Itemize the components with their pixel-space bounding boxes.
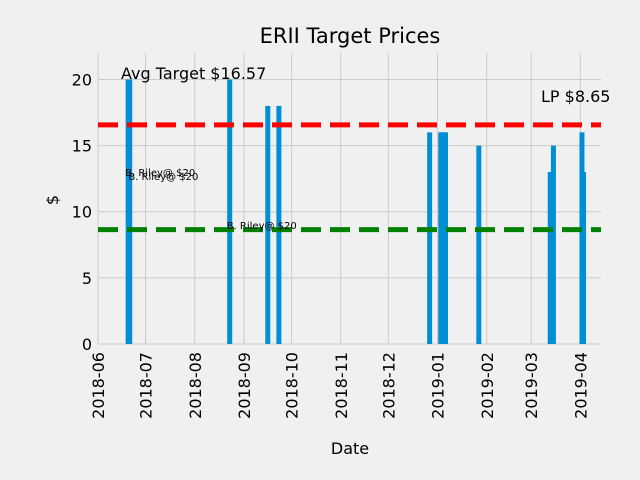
y-axis-ticks: 0 5 10 15 20 [72, 70, 92, 354]
avg-target-label: Avg Target $16.57 [121, 64, 266, 83]
x-tick-label: 2019-03 [522, 352, 541, 419]
price-target-bar [476, 145, 482, 344]
reference-lines: Avg Target $16.57 LP $8.65 [98, 64, 610, 233]
price-target-bar [276, 105, 282, 344]
y-tick-label: 0 [82, 335, 92, 354]
price-target-bar [442, 132, 448, 344]
bar-annotation: B. Riley@ $20 [128, 172, 198, 183]
y-tick-label: 20 [72, 70, 92, 89]
price-target-bar [427, 132, 433, 344]
lp-label: LP $8.65 [541, 87, 610, 106]
bars [125, 79, 587, 345]
y-tick-label: 10 [72, 203, 92, 222]
grid [97, 53, 601, 345]
plot-area [98, 53, 601, 344]
price-target-bar [127, 79, 133, 345]
x-axis-ticks: 2018-06 2018-07 2018-08 2018-09 2018-10 2018-… [89, 352, 590, 419]
x-tick-label: 2018-06 [89, 352, 108, 419]
bar-annotation: B. Riley@ $20 [227, 221, 297, 232]
price-target-bar [547, 172, 553, 344]
x-axis-label: Date [331, 439, 369, 458]
x-tick-label: 2019-01 [429, 352, 448, 419]
y-axis-label: $ [43, 195, 62, 205]
x-tick-label: 2018-12 [379, 352, 398, 419]
x-tick-label: 2019-04 [571, 352, 590, 419]
price-target-bar [550, 145, 556, 344]
x-tick-label: 2018-07 [137, 352, 156, 419]
chart-title: ERII Target Prices [260, 24, 441, 48]
price-target-bar [227, 79, 233, 345]
x-tick-label: 2018-08 [186, 352, 205, 419]
x-tick-label: 2018-10 [283, 352, 302, 419]
x-tick-label: 2018-09 [235, 352, 254, 419]
price-target-bar [581, 172, 587, 344]
price-target-bar [265, 105, 271, 344]
y-tick-label: 5 [82, 269, 92, 288]
y-tick-label: 15 [72, 137, 92, 156]
annotations: B. Riley@ $20B. Riley@ $20B. Riley@ $20 [125, 168, 297, 232]
x-tick-label: 2019-02 [478, 352, 497, 419]
x-tick-label: 2018-11 [332, 352, 351, 419]
bar-annotation: B. Riley@ $20 [125, 168, 195, 179]
